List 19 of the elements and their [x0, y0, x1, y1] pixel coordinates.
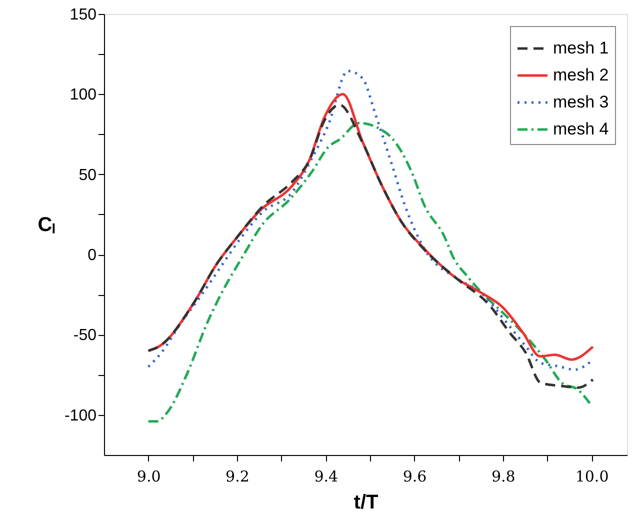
x-axis-title: t/T	[354, 492, 378, 514]
y-tick-label: 50	[78, 166, 97, 184]
x-tick-label: 9.6	[402, 468, 427, 486]
y-tick-label: -100	[64, 407, 97, 424]
x-tick-label: 10.0	[575, 468, 609, 486]
y-axis-title: Cₗ	[38, 214, 56, 236]
legend-label: mesh 1	[553, 38, 609, 58]
legend-label: mesh 4	[553, 120, 609, 138]
x-tick-label: 9.4	[314, 468, 338, 486]
x-tick-label: 9.8	[491, 468, 516, 486]
y-tick-label: 150	[70, 6, 97, 24]
y-tick-label: 100	[70, 86, 97, 104]
y-tick-label: -50	[73, 327, 97, 344]
x-tick-label: 9.0	[136, 468, 161, 486]
legend-label: mesh 2	[553, 66, 609, 84]
line-series	[147, 122, 592, 423]
y-tick-label: 0	[88, 247, 97, 264]
legend-label: mesh 3	[553, 92, 609, 112]
x-tick-label: 9.2	[226, 468, 250, 486]
